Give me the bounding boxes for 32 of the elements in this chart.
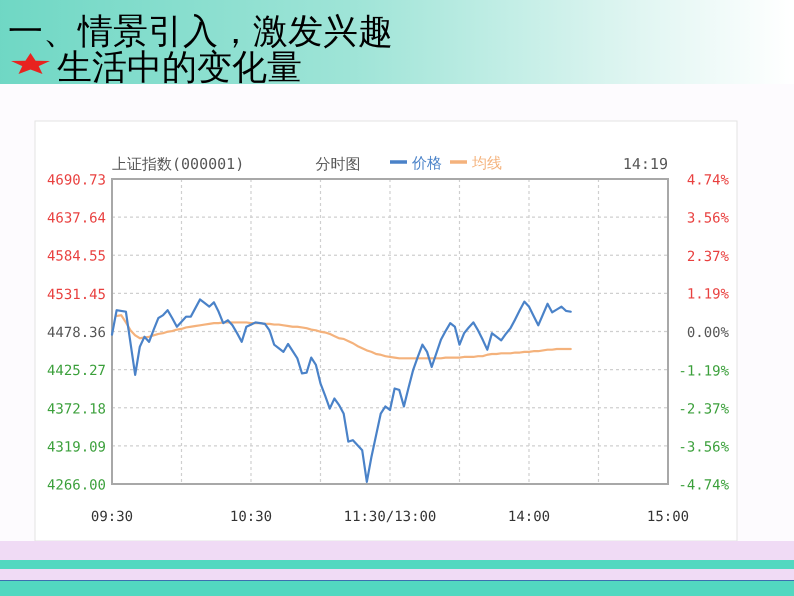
line-series [116,314,572,360]
legend-label: 均线 [471,155,502,172]
x-tick-label: 09:30 [90,509,134,525]
text: 14:19 [622,155,668,173]
x-tick-label: 10:30 [230,509,272,525]
y2-tick-label: 3.56% [686,210,730,226]
chart-subtitle: 生活中的变化量 [57,48,302,87]
y-tick-label: 4478.36 [46,325,106,342]
y2-tick-label: 4.74% [686,172,730,188]
y2-tick-label: 2.37% [686,248,730,265]
y2-tick-label: -4.74% [678,478,730,494]
text: 上证指数(000001) [112,155,244,173]
x-tick-label: 15:00 [646,509,690,525]
y2-tick-label: -2.37% [678,401,730,418]
y-tick-label: 4690.73 [46,172,106,188]
x-tick-label: 14:00 [508,509,550,525]
y-tick-label: 4425.27 [46,363,106,380]
y2-tick-label: -1.19% [678,363,730,380]
y-tick-label: 4531.45 [46,286,106,303]
y2-tick-label: -3.56% [678,440,730,456]
y-tick-label: 4319.09 [46,439,106,456]
y-tick-label: 4637.64 [46,210,106,227]
y-tick-label: 4266.00 [46,478,106,494]
y2-tick-label: 0.00% [686,325,730,341]
y2-tick-label: 1.19% [686,286,730,303]
y-tick-label: 4584.55 [46,248,106,265]
line-series [110,298,572,483]
x-tick-label: 11:30/13:00 [344,509,436,525]
y-tick-label: 4372.18 [46,401,106,418]
legend-label: 价格 [411,155,442,172]
text: 分时图 [316,155,360,173]
chart-title: 一、情景引入，激发兴趣 [8,12,393,51]
